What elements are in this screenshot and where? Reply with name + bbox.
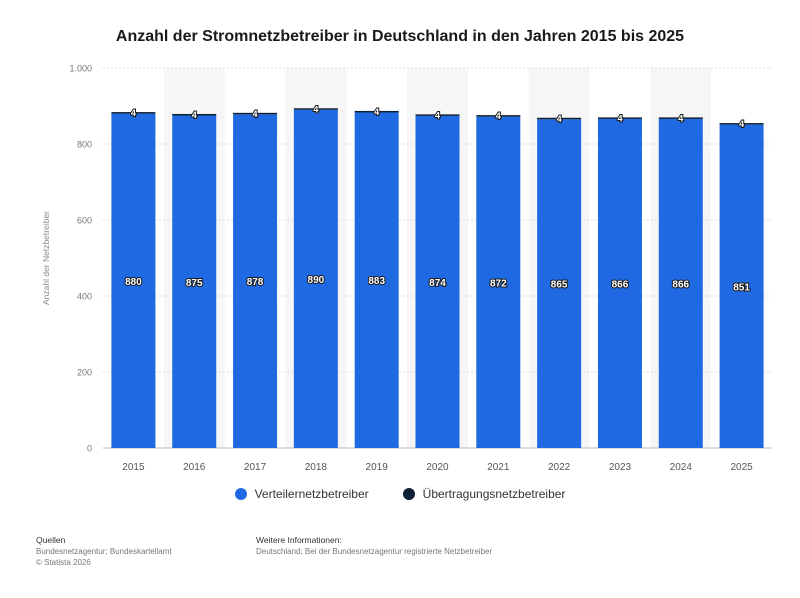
- data-label-uebertragungsnetzbetreiber: 4: [313, 104, 318, 114]
- bar-verteilernetzbetreiber: [233, 114, 278, 449]
- x-tick-label: 2019: [366, 462, 389, 473]
- bar-uebertragungsnetzbetreiber: [233, 112, 278, 115]
- x-tick-label: 2015: [122, 462, 145, 473]
- x-tick-label: 2025: [730, 462, 753, 473]
- data-label-verteilernetzbetreiber: 890: [308, 275, 325, 286]
- bar-verteilernetzbetreiber: [172, 115, 217, 448]
- data-label-uebertragungsnetzbetreiber: 4: [739, 119, 744, 129]
- data-label-verteilernetzbetreiber: 880: [125, 277, 142, 288]
- bar-verteilernetzbetreiber: [597, 118, 642, 449]
- info-heading: Weitere Informationen:: [256, 535, 342, 545]
- bar-verteilernetzbetreiber: [354, 112, 399, 449]
- bar-chart: 0 200 400 600 800 1.000 Anzahl der Netzbetreib…: [41, 64, 772, 473]
- bar-verteilernetzbetreiber: [658, 118, 703, 449]
- legend-marker-icon: [402, 488, 415, 500]
- data-label-verteilernetzbetreiber: 851: [733, 282, 750, 293]
- bar-uebertragungsnetzbetreiber: [172, 113, 217, 116]
- legend: Verteilernetzbetreiber Übertragungsnetzb…: [0, 487, 800, 501]
- data-label-verteilernetzbetreiber: 883: [368, 276, 385, 287]
- bar-verteilernetzbetreiber: [537, 119, 582, 449]
- x-tick-label: 2021: [487, 462, 510, 473]
- data-label-verteilernetzbetreiber: 875: [186, 278, 203, 289]
- bar-verteilernetzbetreiber: [293, 109, 338, 449]
- sources-block: Quellen Bundesnetzagentur; Bundeskartell…: [36, 535, 172, 568]
- sources-text: Bundesnetzagentur; Bundeskartellamt: [36, 547, 172, 556]
- bar-verteilernetzbetreiber: [415, 115, 460, 448]
- legend-label: Übertragungsnetzbetreiber: [422, 487, 566, 501]
- bar-uebertragungsnetzbetreiber: [293, 108, 338, 110]
- bar-uebertragungsnetzbetreiber: [476, 115, 521, 117]
- legend-label: Verteilernetzbetreiber: [254, 487, 369, 501]
- y-tick-label: 200: [77, 368, 92, 378]
- x-tick-label: 2017: [244, 462, 267, 473]
- data-label-uebertragungsnetzbetreiber: 4: [131, 108, 136, 118]
- data-label-verteilernetzbetreiber: 874: [429, 278, 446, 289]
- data-label-verteilernetzbetreiber: 865: [551, 280, 568, 291]
- data-label-uebertragungsnetzbetreiber: 4: [374, 107, 379, 117]
- x-tick-label: 2023: [609, 462, 632, 473]
- bar-uebertragungsnetzbetreiber: [354, 110, 399, 113]
- data-label-uebertragungsnetzbetreiber: 4: [192, 110, 197, 120]
- bar-uebertragungsnetzbetreiber: [658, 117, 703, 119]
- data-label-uebertragungsnetzbetreiber: 4: [617, 113, 622, 123]
- data-label-verteilernetzbetreiber: 866: [672, 279, 689, 290]
- copyright: © Statista 2026: [36, 558, 91, 567]
- bar-verteilernetzbetreiber: [719, 124, 764, 449]
- info-text: Deutschland; Bei der Bundesnetzagentur r…: [256, 547, 493, 556]
- chart-title: Anzahl der Stromnetzbetreiber in Deutsch…: [115, 28, 685, 45]
- data-label-verteilernetzbetreiber: 866: [612, 279, 629, 290]
- legend-item-verteilernetzbetreiber[interactable]: Verteilernetzbetreiber: [234, 487, 369, 501]
- x-tick-label: 2022: [548, 462, 571, 473]
- bar-uebertragungsnetzbetreiber: [719, 123, 764, 125]
- data-label-verteilernetzbetreiber: 872: [490, 278, 507, 289]
- x-tick-label: 2016: [183, 462, 206, 473]
- data-label-uebertragungsnetzbetreiber: 4: [435, 110, 440, 120]
- y-tick-label: 600: [77, 216, 92, 226]
- sources-heading: Quellen: [36, 535, 66, 545]
- y-axis-title: Anzahl der Netzbetreiber: [41, 211, 51, 305]
- info-block: Weitere Informationen: Deutschland; Bei …: [256, 535, 492, 557]
- data-label-verteilernetzbetreiber: 878: [247, 277, 264, 288]
- x-tick-label: 2018: [305, 462, 328, 473]
- y-tick-label: 400: [77, 292, 92, 302]
- bar-uebertragungsnetzbetreiber: [415, 114, 460, 116]
- y-tick-label: 1.000: [69, 64, 92, 74]
- y-tick-label: 0: [87, 444, 92, 454]
- bar-uebertragungsnetzbetreiber: [597, 117, 642, 119]
- y-tick-label: 800: [77, 140, 92, 150]
- bar-uebertragungsnetzbetreiber: [537, 117, 582, 120]
- bar-verteilernetzbetreiber: [476, 116, 521, 448]
- legend-marker-icon: [234, 488, 247, 500]
- legend-item-uebertragungsnetzbetreiber[interactable]: Übertragungsnetzbetreiber: [402, 487, 566, 501]
- data-label-uebertragungsnetzbetreiber: 4: [557, 114, 562, 124]
- data-label-uebertragungsnetzbetreiber: 4: [496, 111, 501, 121]
- data-label-uebertragungsnetzbetreiber: 4: [678, 113, 683, 123]
- x-tick-label: 2020: [426, 462, 449, 473]
- x-tick-label: 2024: [670, 462, 693, 473]
- bar-verteilernetzbetreiber: [111, 113, 156, 448]
- bar-uebertragungsnetzbetreiber: [111, 112, 156, 114]
- data-label-uebertragungsnetzbetreiber: 4: [253, 109, 258, 119]
